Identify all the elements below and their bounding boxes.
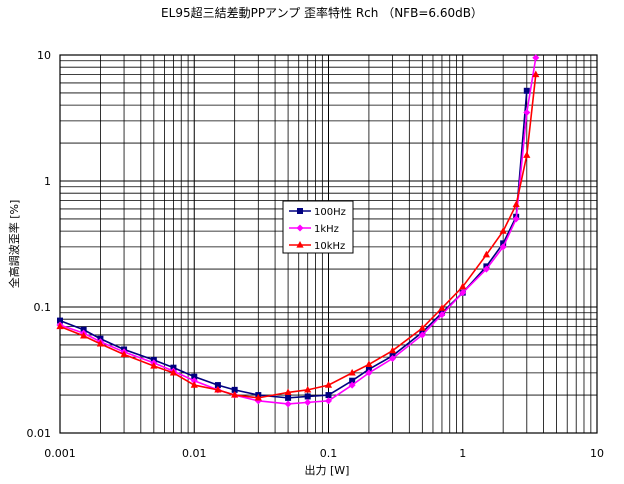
- data-point-triangle: [190, 381, 198, 388]
- data-point-square: [214, 382, 221, 389]
- data-point-diamond: [438, 311, 446, 319]
- data-point-triangle: [482, 250, 490, 258]
- data-point-diamond: [296, 224, 304, 232]
- data-point-square: [297, 208, 303, 214]
- data-point-triangle: [296, 241, 304, 248]
- y-tick-label: 0.01: [27, 427, 52, 440]
- data-point-triangle: [284, 388, 292, 396]
- data-point-triangle: [231, 391, 239, 398]
- x-tick-labels: 0.001 0.01 0.1 1 10: [44, 447, 604, 460]
- data-point-triangle: [80, 331, 88, 339]
- data-point-triangle: [365, 360, 373, 368]
- data-point-square: [365, 366, 372, 373]
- x-tick-label: 0.1: [320, 447, 338, 460]
- data-point-diamond: [190, 377, 198, 385]
- data-point-triangle: [499, 227, 507, 234]
- data-point-triangle: [418, 324, 426, 331]
- data-point-square: [523, 87, 530, 94]
- data-point-triangle: [304, 385, 312, 393]
- data-point-triangle: [96, 339, 105, 347]
- data-point-square: [325, 392, 332, 399]
- data-point-triangle: [348, 368, 356, 376]
- data-point-diamond: [482, 265, 490, 273]
- data-point-diamond: [389, 355, 397, 363]
- legend: 100Hz 1kHz 10kHz: [282, 200, 354, 254]
- x-tick-label: 1: [459, 447, 466, 460]
- plot-axes: [59, 54, 598, 434]
- data-point-diamond: [325, 397, 332, 405]
- y-tick-label: 10: [37, 49, 51, 62]
- data-point-square: [57, 317, 63, 324]
- legend-label: 1kHz: [314, 224, 339, 235]
- data-point-triangle: [438, 304, 446, 311]
- data-point-triangle: [169, 368, 178, 376]
- data-point-diamond: [304, 398, 312, 406]
- data-point-triangle: [214, 385, 222, 393]
- series-layer: [56, 54, 540, 408]
- data-point-diamond: [418, 331, 426, 339]
- data-point-triangle: [120, 350, 128, 358]
- data-point-square: [231, 386, 238, 393]
- series-10khz: [56, 70, 540, 401]
- data-point-diamond: [512, 215, 520, 223]
- data-point-triangle: [56, 322, 64, 330]
- y-tick-label: 1: [44, 175, 51, 188]
- y-tick-labels: 10 1 0.1 0.01: [27, 49, 52, 440]
- data-point-square: [349, 377, 356, 384]
- data-point-diamond: [284, 400, 292, 408]
- data-point-triangle: [150, 362, 158, 369]
- data-point-diamond: [499, 243, 507, 251]
- data-point-square: [500, 240, 507, 247]
- plot-grid: [59, 55, 597, 434]
- data-point-diamond: [532, 54, 540, 62]
- x-tick-label: 10: [590, 447, 604, 460]
- data-point-triangle: [388, 346, 397, 354]
- data-point-diamond: [348, 381, 356, 389]
- data-point-triangle: [523, 151, 531, 158]
- data-point-diamond: [459, 289, 467, 297]
- chart-title: EL95超三結差動PPアンプ 歪率特性 Rch （NFB=6.60dB）: [161, 5, 483, 20]
- data-point-diamond: [365, 369, 373, 377]
- x-axis-label: 出力 [W]: [305, 463, 350, 477]
- data-point-triangle: [254, 393, 262, 401]
- series-line: [59, 74, 537, 399]
- y-tick-label: 0.1: [34, 301, 52, 314]
- series-line: [59, 57, 537, 405]
- x-tick-label: 0.01: [182, 447, 207, 460]
- data-point-triangle: [459, 282, 467, 290]
- data-point-diamond: [523, 108, 531, 116]
- data-point-triangle: [324, 381, 333, 388]
- data-point-triangle: [532, 70, 540, 78]
- legend-label: 100Hz: [314, 207, 346, 218]
- y-axis-label: 全高調波歪率 [%]: [7, 200, 21, 289]
- data-point-square: [191, 373, 198, 380]
- plot-frame: [59, 54, 598, 434]
- data-point-square: [304, 393, 311, 400]
- data-point-triangle: [512, 200, 520, 208]
- legend-label: 10kHz: [314, 241, 345, 252]
- x-tick-label: 0.001: [44, 447, 76, 460]
- data-point-square: [285, 394, 292, 401]
